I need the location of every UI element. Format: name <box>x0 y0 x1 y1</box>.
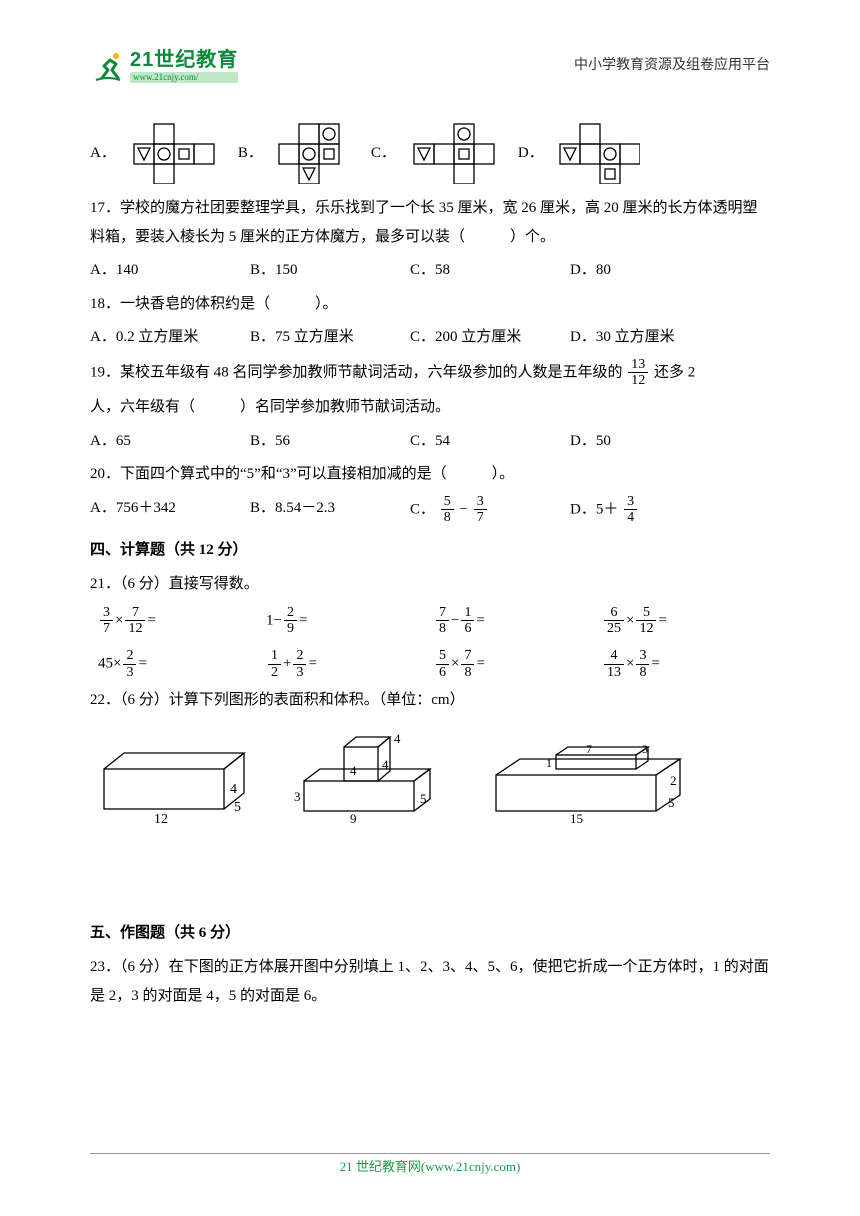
solid-b-cubetop: 4 <box>394 731 401 746</box>
solid-a-l: 12 <box>154 812 168 825</box>
q20-c: C． 58 − 37 <box>410 494 570 526</box>
page-header: 21世纪教育 www.21cnjy.com/ 中小学教育资源及组卷应用平台 <box>90 48 770 84</box>
q21-cell-5: 12+23= <box>266 648 434 680</box>
q19-post: 还多 2 <box>654 364 695 380</box>
q17-b: B．150 <box>250 256 410 285</box>
q17-text: 17．学校的魔方社团要整理学具，乐乐找到了一个长 35 厘米，宽 26 厘米，高… <box>90 194 770 251</box>
solid-b-cube2: 4 <box>382 757 389 772</box>
q21-cell-7: 413×38= <box>602 648 770 680</box>
runner-icon <box>90 48 126 84</box>
solid-c-toph: 1 <box>546 756 552 770</box>
q16-label-a: A． <box>90 139 116 168</box>
q21-cell-1: 1−29= <box>266 605 434 637</box>
q19-frac-n: 13 <box>628 357 648 373</box>
brand-text-block: 21世纪教育 www.21cnjy.com/ <box>130 50 238 83</box>
q19-line1: 19．某校五年级有 48 名同学参加教师节献词活动，六年级参加的人数是五年级的 … <box>90 357 770 389</box>
solid-a-h: 4 <box>230 782 237 797</box>
q22-text: 22．（6 分）计算下列图形的表面积和体积。（单位：cm） <box>90 686 770 715</box>
q16-label-c: C． <box>371 139 396 168</box>
footer-text: 21 世纪教育网(www.21cnjy.com) <box>0 1155 860 1180</box>
footer-rule <box>90 1153 770 1154</box>
q20-c-f1: 58 <box>439 494 456 526</box>
net-a-icon <box>130 122 226 184</box>
q20-c-pre: C． <box>410 501 435 517</box>
q19-a: A．65 <box>90 427 250 456</box>
solid-c-h: 2 <box>670 773 677 788</box>
solid-c-topl: 7 <box>586 742 592 756</box>
solid-b-w: 5 <box>420 791 427 806</box>
q20-b: B．8.54－2.3 <box>250 494 410 526</box>
q19-d: D．50 <box>570 427 730 456</box>
q18-text: 18．一块香皂的体积约是（ ）。 <box>90 290 770 319</box>
solid-a-icon: 4 5 12 <box>94 739 264 825</box>
q20-c-f2: 37 <box>472 494 489 526</box>
solid-b-icon: 4 4 4 3 5 9 <box>290 725 460 825</box>
q16-label-b: B． <box>238 139 263 168</box>
content: A． B． <box>90 122 770 1010</box>
brand-logo: 21世纪教育 www.21cnjy.com/ <box>90 48 238 84</box>
solid-c-icon: 7 3 1 2 5 15 <box>486 729 696 825</box>
q21-cell-6: 56×78= <box>434 648 602 680</box>
brand-cn: 21世纪教育 <box>130 50 238 70</box>
net-d-icon <box>558 122 640 184</box>
q20-opts: A．756＋342 B．8.54－2.3 C． 58 − 37 D．5＋ 34 <box>90 494 770 526</box>
q21-cell-3: 625×512= <box>602 605 770 637</box>
q19-frac: 13 12 <box>626 357 650 389</box>
solid-c-l: 15 <box>570 811 583 825</box>
q20-a: A．756＋342 <box>90 494 250 526</box>
q16-options: A． B． <box>90 122 770 184</box>
q18-d: D．30 立方厘米 <box>570 323 730 352</box>
q21-cell-0: 37×712= <box>98 605 266 637</box>
solid-c-topw: 3 <box>642 742 648 756</box>
q17-c: C．58 <box>410 256 570 285</box>
q19-c: C．54 <box>410 427 570 456</box>
q20-d-f: 34 <box>622 494 639 526</box>
net-b-icon <box>277 122 359 184</box>
solid-a-w: 5 <box>234 800 241 815</box>
q20-c-mid: − <box>460 501 472 517</box>
q18-b: B．75 立方厘米 <box>250 323 410 352</box>
solid-b-h: 3 <box>294 789 301 804</box>
q20-text: 20．下面四个算式中的“5”和“3”可以直接相加减的是（ ）。 <box>90 460 770 489</box>
brand-url: www.21cnjy.com/ <box>130 72 238 83</box>
net-c-icon <box>410 122 506 184</box>
q20-d-pre: D．5＋ <box>570 501 618 517</box>
solid-c-w: 5 <box>668 795 675 810</box>
q18-a: A．0.2 立方厘米 <box>90 323 250 352</box>
solid-b-l: 9 <box>350 811 357 825</box>
page: 21世纪教育 www.21cnjy.com/ 中小学教育资源及组卷应用平台 A．… <box>0 0 860 1216</box>
q19-opts: A．65 B．56 C．54 D．50 <box>90 427 770 456</box>
q23-text: 23．（6 分）在下图的正方体展开图中分别填上 1、2、3、4、5、6，使把它折… <box>90 953 770 1010</box>
q19-line2: 人，六年级有（ ）名同学参加教师节献词活动。 <box>90 393 770 422</box>
q16-label-d: D． <box>518 139 544 168</box>
q19-pre: 19．某校五年级有 48 名同学参加教师节献词活动，六年级参加的人数是五年级的 <box>90 364 623 380</box>
q21-grid: 37×712=1−29=78−16=625×512= 45×23=12+23=56… <box>98 605 770 681</box>
q21-cell-2: 78−16= <box>434 605 602 637</box>
q19-frac-d: 12 <box>628 373 648 388</box>
q21-cell-4: 45×23= <box>98 648 266 680</box>
header-right-text: 中小学教育资源及组卷应用平台 <box>574 53 770 80</box>
solids-row: 4 5 12 4 4 <box>94 725 770 825</box>
solid-b-cube: 4 <box>350 763 357 778</box>
q17-d: D．80 <box>570 256 730 285</box>
q21-text: 21．（6 分）直接写得数。 <box>90 570 770 599</box>
q18-c: C．200 立方厘米 <box>410 323 570 352</box>
q17-opts: A．140 B．150 C．58 D．80 <box>90 256 770 285</box>
q18-opts: A．0.2 立方厘米 B．75 立方厘米 C．200 立方厘米 D．30 立方厘… <box>90 323 770 352</box>
q19-b: B．56 <box>250 427 410 456</box>
section4-title: 四、计算题（共 12 分） <box>90 536 770 565</box>
q17-a: A．140 <box>90 256 250 285</box>
q20-d: D．5＋ 34 <box>570 494 730 526</box>
section5-title: 五、作图题（共 6 分） <box>90 919 770 948</box>
